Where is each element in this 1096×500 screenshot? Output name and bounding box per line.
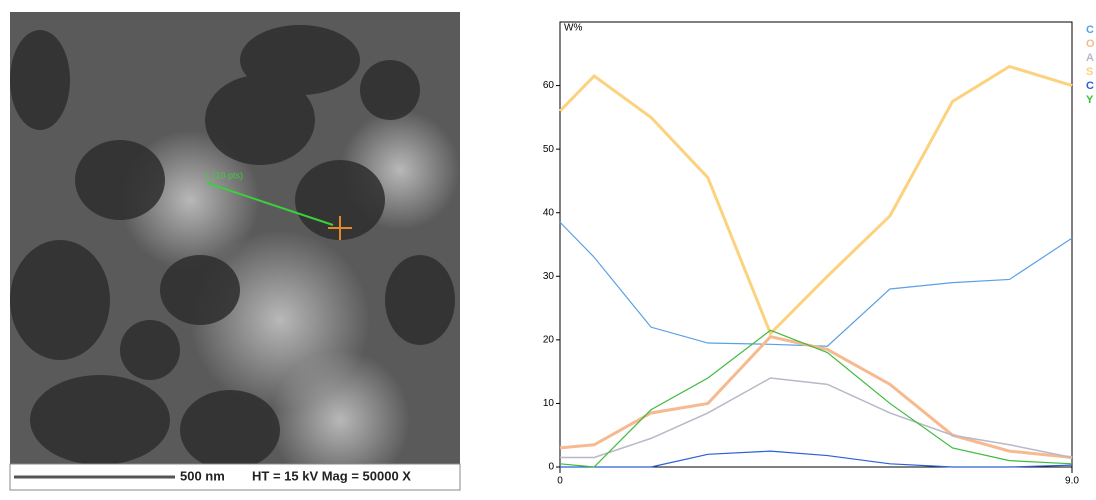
legend-entry: C <box>1086 24 1094 36</box>
series-line <box>559 335 1073 459</box>
plot-frame <box>559 21 1073 468</box>
scan-label: 1 (10 pts) <box>205 170 243 180</box>
scale-bar: 500 nm <box>180 468 225 483</box>
legend-entry: S <box>1086 66 1093 78</box>
y-tick-label: 20 <box>543 334 555 345</box>
sem-image: 1 (10 pts) 500 nm HT = 15 kV Mag = 50000… <box>9 12 461 491</box>
x-tick-label: 0 <box>557 476 563 487</box>
y-tick-label: 30 <box>543 271 555 282</box>
series-line <box>559 329 1073 468</box>
y-axis-label: W% <box>564 23 582 34</box>
image-info: HT = 15 kV Mag = 50000 X <box>252 468 411 483</box>
y-tick-label: 60 <box>543 80 555 91</box>
y-tick-label: 10 <box>543 398 555 409</box>
legend-entry: O <box>1086 38 1095 50</box>
legend-entry: C <box>1086 80 1094 92</box>
series-line <box>560 377 1073 459</box>
legend-entry: Y <box>1086 94 1094 106</box>
series-line <box>559 221 1073 347</box>
y-tick-label: 40 <box>543 207 555 218</box>
y-tick-label: 50 <box>543 144 555 155</box>
legend-entry: A <box>1086 52 1094 64</box>
y-tick-label: 0 <box>548 462 554 473</box>
series-line <box>558 64 1073 337</box>
x-tick-label: 9.0 <box>1065 476 1079 487</box>
series-line <box>560 450 1073 468</box>
